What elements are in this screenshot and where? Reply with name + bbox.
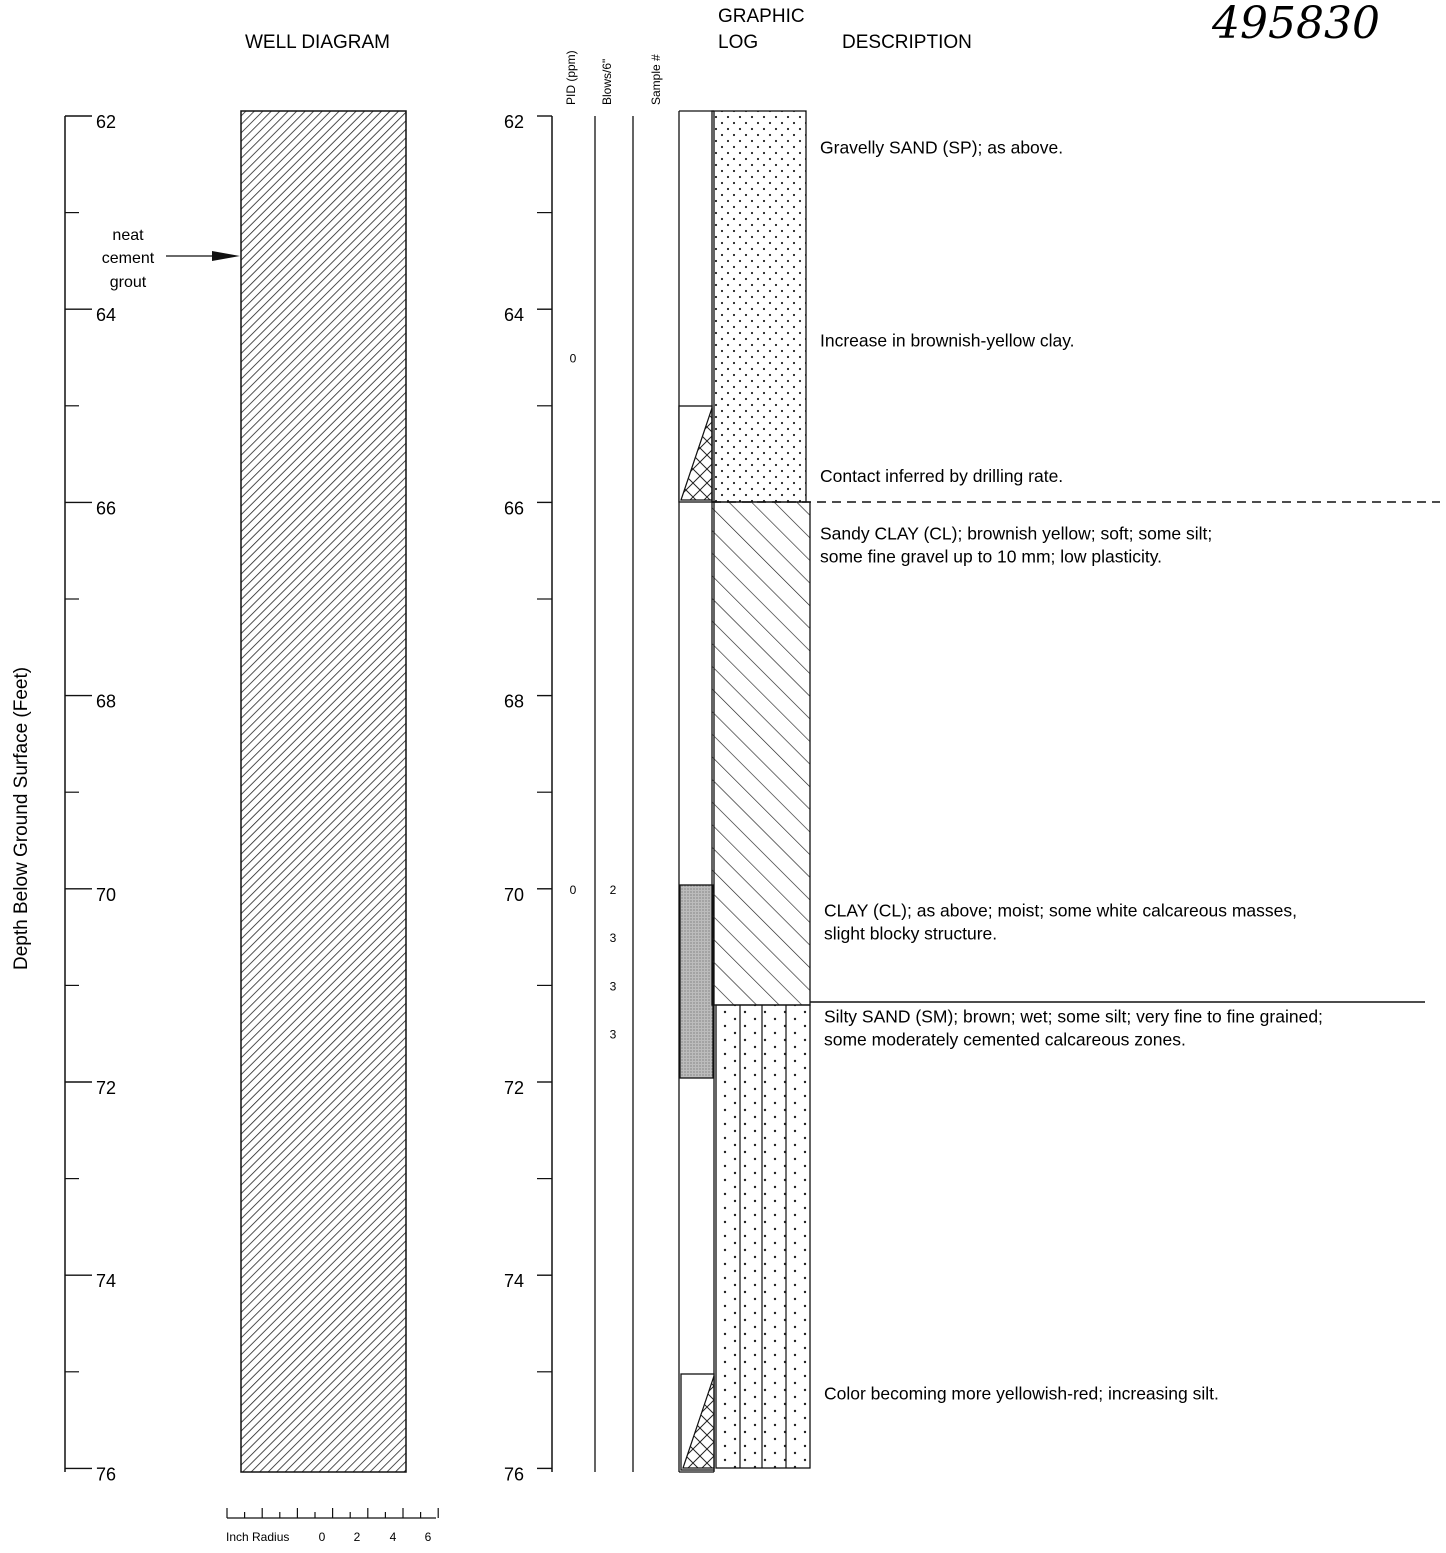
left-ruler-tick-label: 62 xyxy=(96,112,116,132)
annotation-line2: cement xyxy=(102,250,155,267)
left-ruler-tick-label: 74 xyxy=(96,1271,116,1291)
mid-ruler-tick-label: 72 xyxy=(504,1078,524,1098)
description-line: some moderately cemented calcareous zone… xyxy=(824,1030,1186,1050)
left-ruler-tick-label: 70 xyxy=(96,885,116,905)
left-ruler-tick-label: 66 xyxy=(96,498,116,518)
scale-label: Inch Radius xyxy=(226,1530,289,1544)
mid-ruler-tick-label: 62 xyxy=(504,112,524,132)
blows-header: Blows/6" xyxy=(600,59,614,105)
description-line: CLAY (CL); as above; moist; some white c… xyxy=(824,900,1297,920)
well-grout-column xyxy=(240,110,407,1473)
scale-value-6: 6 xyxy=(425,1530,432,1544)
pid-value: 0 xyxy=(570,352,577,366)
description-line: Silty SAND (SM); brown; wet; some silt; … xyxy=(824,1007,1323,1027)
scale-value-2: 2 xyxy=(354,1530,361,1544)
mid-ruler-tick-label: 64 xyxy=(504,305,524,325)
mid-ruler-tick-label: 70 xyxy=(504,885,524,905)
sample-recovery-3 xyxy=(682,1375,715,1469)
description-line: some fine gravel up to 10 mm; low plasti… xyxy=(820,547,1162,567)
sample-column xyxy=(678,110,715,1473)
inch-radius-scale: Inch Radius 0 2 4 6 xyxy=(226,1508,439,1544)
description-line: Contact inferred by drilling rate. xyxy=(820,466,1063,486)
description-line: slight blocky structure. xyxy=(824,923,997,943)
scale-value-4: 4 xyxy=(390,1530,397,1544)
description-line: Gravelly SAND (SP); as above. xyxy=(820,137,1063,157)
mid-ruler-tick-label: 76 xyxy=(504,1464,524,1484)
blow-count-value: 2 xyxy=(610,883,617,897)
left-ruler-tick-label: 64 xyxy=(96,305,116,325)
sample-interval-2 xyxy=(679,884,714,1079)
mid-ruler-tick-label: 66 xyxy=(504,498,524,518)
left-ruler-tick-label: 68 xyxy=(96,692,116,712)
gravelly-sand-layer xyxy=(711,110,807,503)
graphic-log-header-line2: LOG xyxy=(718,32,758,53)
left-depth-ruler: 62 64 66 68 70 72 74 76 xyxy=(64,112,116,1484)
arrow-icon xyxy=(212,251,240,261)
graphic-log-header-line1: GRAPHIC xyxy=(718,6,805,27)
scale-value-0: 0 xyxy=(319,1530,326,1544)
depth-axis-label: Depth Below Ground Surface (Feet) xyxy=(11,667,32,970)
graphic-log xyxy=(711,110,811,1469)
description-line: Sandy CLAY (CL); brownish yellow; soft; … xyxy=(820,524,1212,544)
pid-value: 0 xyxy=(570,883,577,897)
pid-readings: 00 xyxy=(570,352,577,897)
well-diagram-header: WELL DIAGRAM xyxy=(245,32,390,53)
blow-count-value: 3 xyxy=(610,979,617,993)
mid-ruler-tick-label: 74 xyxy=(504,1271,524,1291)
pid-header: PID (ppm) xyxy=(564,50,578,105)
handwritten-document-number: 495830 xyxy=(1211,0,1380,49)
sample-header: Sample # xyxy=(649,54,663,105)
clay-layer xyxy=(711,501,811,1006)
blow-count-value: 3 xyxy=(610,931,617,945)
silty-sand-layer xyxy=(715,1004,811,1469)
annotation-line1: neat xyxy=(112,227,144,244)
description-line: Increase in brownish-yellow clay. xyxy=(820,331,1075,351)
left-ruler-tick-label: 76 xyxy=(96,1464,116,1484)
left-ruler-tick-label: 72 xyxy=(96,1078,116,1098)
annotation-line3: grout xyxy=(110,274,147,291)
description-header: DESCRIPTION xyxy=(842,32,972,53)
mid-ruler-tick-label: 68 xyxy=(504,692,524,712)
middle-depth-ruler: 62 64 66 68 70 72 74 76 xyxy=(504,112,553,1484)
blow-count-value: 3 xyxy=(610,1028,617,1042)
descriptions: Gravelly SAND (SP); as above. Increase in… xyxy=(820,137,1323,1403)
blow-counts: 2 3 3 3 xyxy=(610,883,617,1042)
grout-annotation: neat cement grout xyxy=(102,227,240,291)
description-line: Color becoming more yellowish-red; incre… xyxy=(824,1383,1219,1403)
